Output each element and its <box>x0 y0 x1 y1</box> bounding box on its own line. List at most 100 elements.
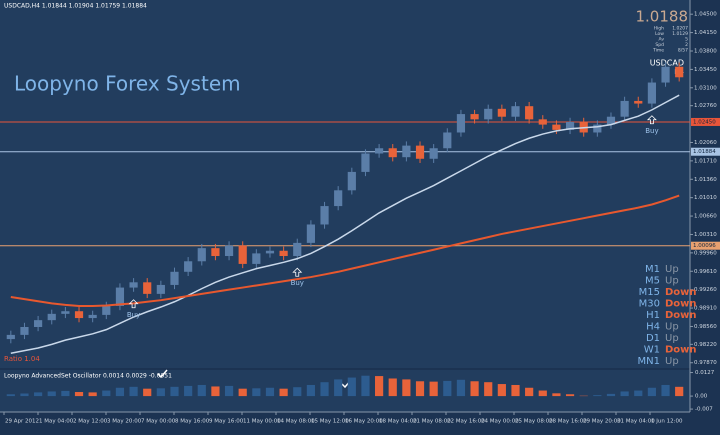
timeframe-signal: Down <box>665 310 697 321</box>
osc-bar <box>252 388 261 397</box>
y-tick-label: 0.98220 <box>694 342 717 348</box>
osc-tick-label: 0.00 <box>695 394 708 400</box>
timeframe-name: M5 <box>645 276 660 287</box>
osc-bar <box>102 390 111 397</box>
osc-bar <box>238 388 247 397</box>
osc-bar <box>320 382 329 397</box>
x-tick-label: 16 May 20:00 <box>345 419 383 425</box>
candle-body <box>265 250 275 254</box>
candle-body <box>320 206 329 225</box>
y-tick-label: 1.03100 <box>694 85 717 91</box>
y-tick-label: 1.01710 <box>694 158 717 164</box>
osc-bar <box>593 395 602 397</box>
timeframe-name: H1 <box>646 310 660 321</box>
osc-bar <box>634 390 643 397</box>
candle-body <box>593 124 602 133</box>
osc-bar <box>565 394 575 397</box>
candle-body <box>334 190 343 207</box>
x-tick-label: 8 May 16:00 <box>175 419 210 425</box>
candle-body <box>143 282 152 294</box>
osc-bar <box>61 390 70 397</box>
timeframe-name: W1 <box>644 345 660 356</box>
buy-arrow <box>128 299 139 309</box>
x-tick-label: 7 May 00:00 <box>141 419 176 425</box>
candle-body <box>361 153 370 172</box>
osc-bar <box>143 388 152 397</box>
candle-body <box>675 66 684 78</box>
candle-body <box>156 284 165 294</box>
buy-arrow <box>646 115 657 125</box>
candle-body <box>565 121 575 130</box>
osc-bar <box>265 387 275 397</box>
osc-tick-label: -0.007 <box>695 407 713 413</box>
level-label-bg <box>691 147 720 156</box>
candle-body <box>20 326 29 335</box>
candle-body <box>88 314 97 319</box>
candle-body <box>279 250 288 257</box>
timeframe-signal: Up <box>665 356 679 367</box>
last-price: 1.0188 <box>636 8 689 26</box>
osc-bar <box>224 385 234 397</box>
level-label: 1.01884 <box>693 149 716 155</box>
timeframe-name: D1 <box>646 333 660 344</box>
buy-arrow <box>292 267 303 277</box>
info-value: 2 <box>685 42 688 48</box>
x-tick-label: 1 May 04:00 <box>39 419 74 425</box>
info-value: 5 <box>685 37 688 43</box>
x-tick-label: 3 May 20:00 <box>107 419 142 425</box>
x-tick-label: 29 May 20:00 <box>583 419 621 425</box>
osc-bar <box>347 377 356 397</box>
info-value: 1.0207 <box>672 26 688 32</box>
osc-bar <box>279 388 288 397</box>
y-tick-label: 1.03800 <box>694 48 717 54</box>
osc-bar <box>6 394 15 397</box>
osc-bar <box>334 379 343 397</box>
candle-body <box>552 124 561 130</box>
candle-body <box>402 145 411 158</box>
y-tick-label: 0.99260 <box>694 287 717 293</box>
buy-label: Buy <box>645 127 658 135</box>
timeframe-signal: Up <box>665 276 679 287</box>
osc-bar <box>552 393 561 397</box>
candle-body <box>456 114 466 133</box>
moving-average <box>10 194 680 307</box>
timeframe-name: M30 <box>639 299 660 310</box>
oscillator-bg <box>0 370 690 412</box>
osc-bar <box>184 385 193 397</box>
osc-bar <box>525 387 534 397</box>
x-tick-label: 24 May 00:00 <box>481 419 519 425</box>
x-tick-label: 14 May 08:00 <box>277 419 315 425</box>
candle-body <box>6 334 15 340</box>
candle-body <box>525 106 534 120</box>
moving-average <box>10 94 680 355</box>
timeframe-signal: Down <box>665 287 697 298</box>
candle-body <box>170 271 179 285</box>
candle-body <box>443 132 452 149</box>
osc-bar <box>511 384 520 397</box>
oscillator-title: Loopyno AdvancedSet Oscillator 0.0014 0.… <box>4 373 172 380</box>
candle-body <box>238 245 247 264</box>
x-tick-label: 22 May 16:00 <box>447 419 485 425</box>
main-plot-bg <box>0 0 690 368</box>
chart-title: Loopyno Forex System <box>14 72 241 96</box>
candle-body <box>74 311 84 319</box>
timeframe-name: M15 <box>639 287 660 298</box>
y-tick-label: 1.02760 <box>694 103 717 109</box>
candle-body <box>34 320 43 327</box>
x-tick-label: 29 Apr 2012 <box>5 419 39 425</box>
y-tick-label: 1.02060 <box>694 140 717 146</box>
level-label: 1.00096 <box>693 243 716 249</box>
info-key: Spd <box>655 42 664 48</box>
timeframe-signal: Down <box>665 299 697 310</box>
timeframe-signal: Down <box>665 345 697 356</box>
candle-body <box>429 148 438 159</box>
osc-tick-label: 0.0127 <box>695 370 715 376</box>
timeframe-name: H4 <box>646 322 660 333</box>
osc-bar <box>375 376 384 397</box>
timeframe-signal: Up <box>665 322 679 333</box>
candle-body <box>375 148 384 154</box>
candle-body <box>61 311 70 314</box>
level-label-bg <box>691 117 720 126</box>
y-tick-label: 0.98910 <box>694 306 717 312</box>
